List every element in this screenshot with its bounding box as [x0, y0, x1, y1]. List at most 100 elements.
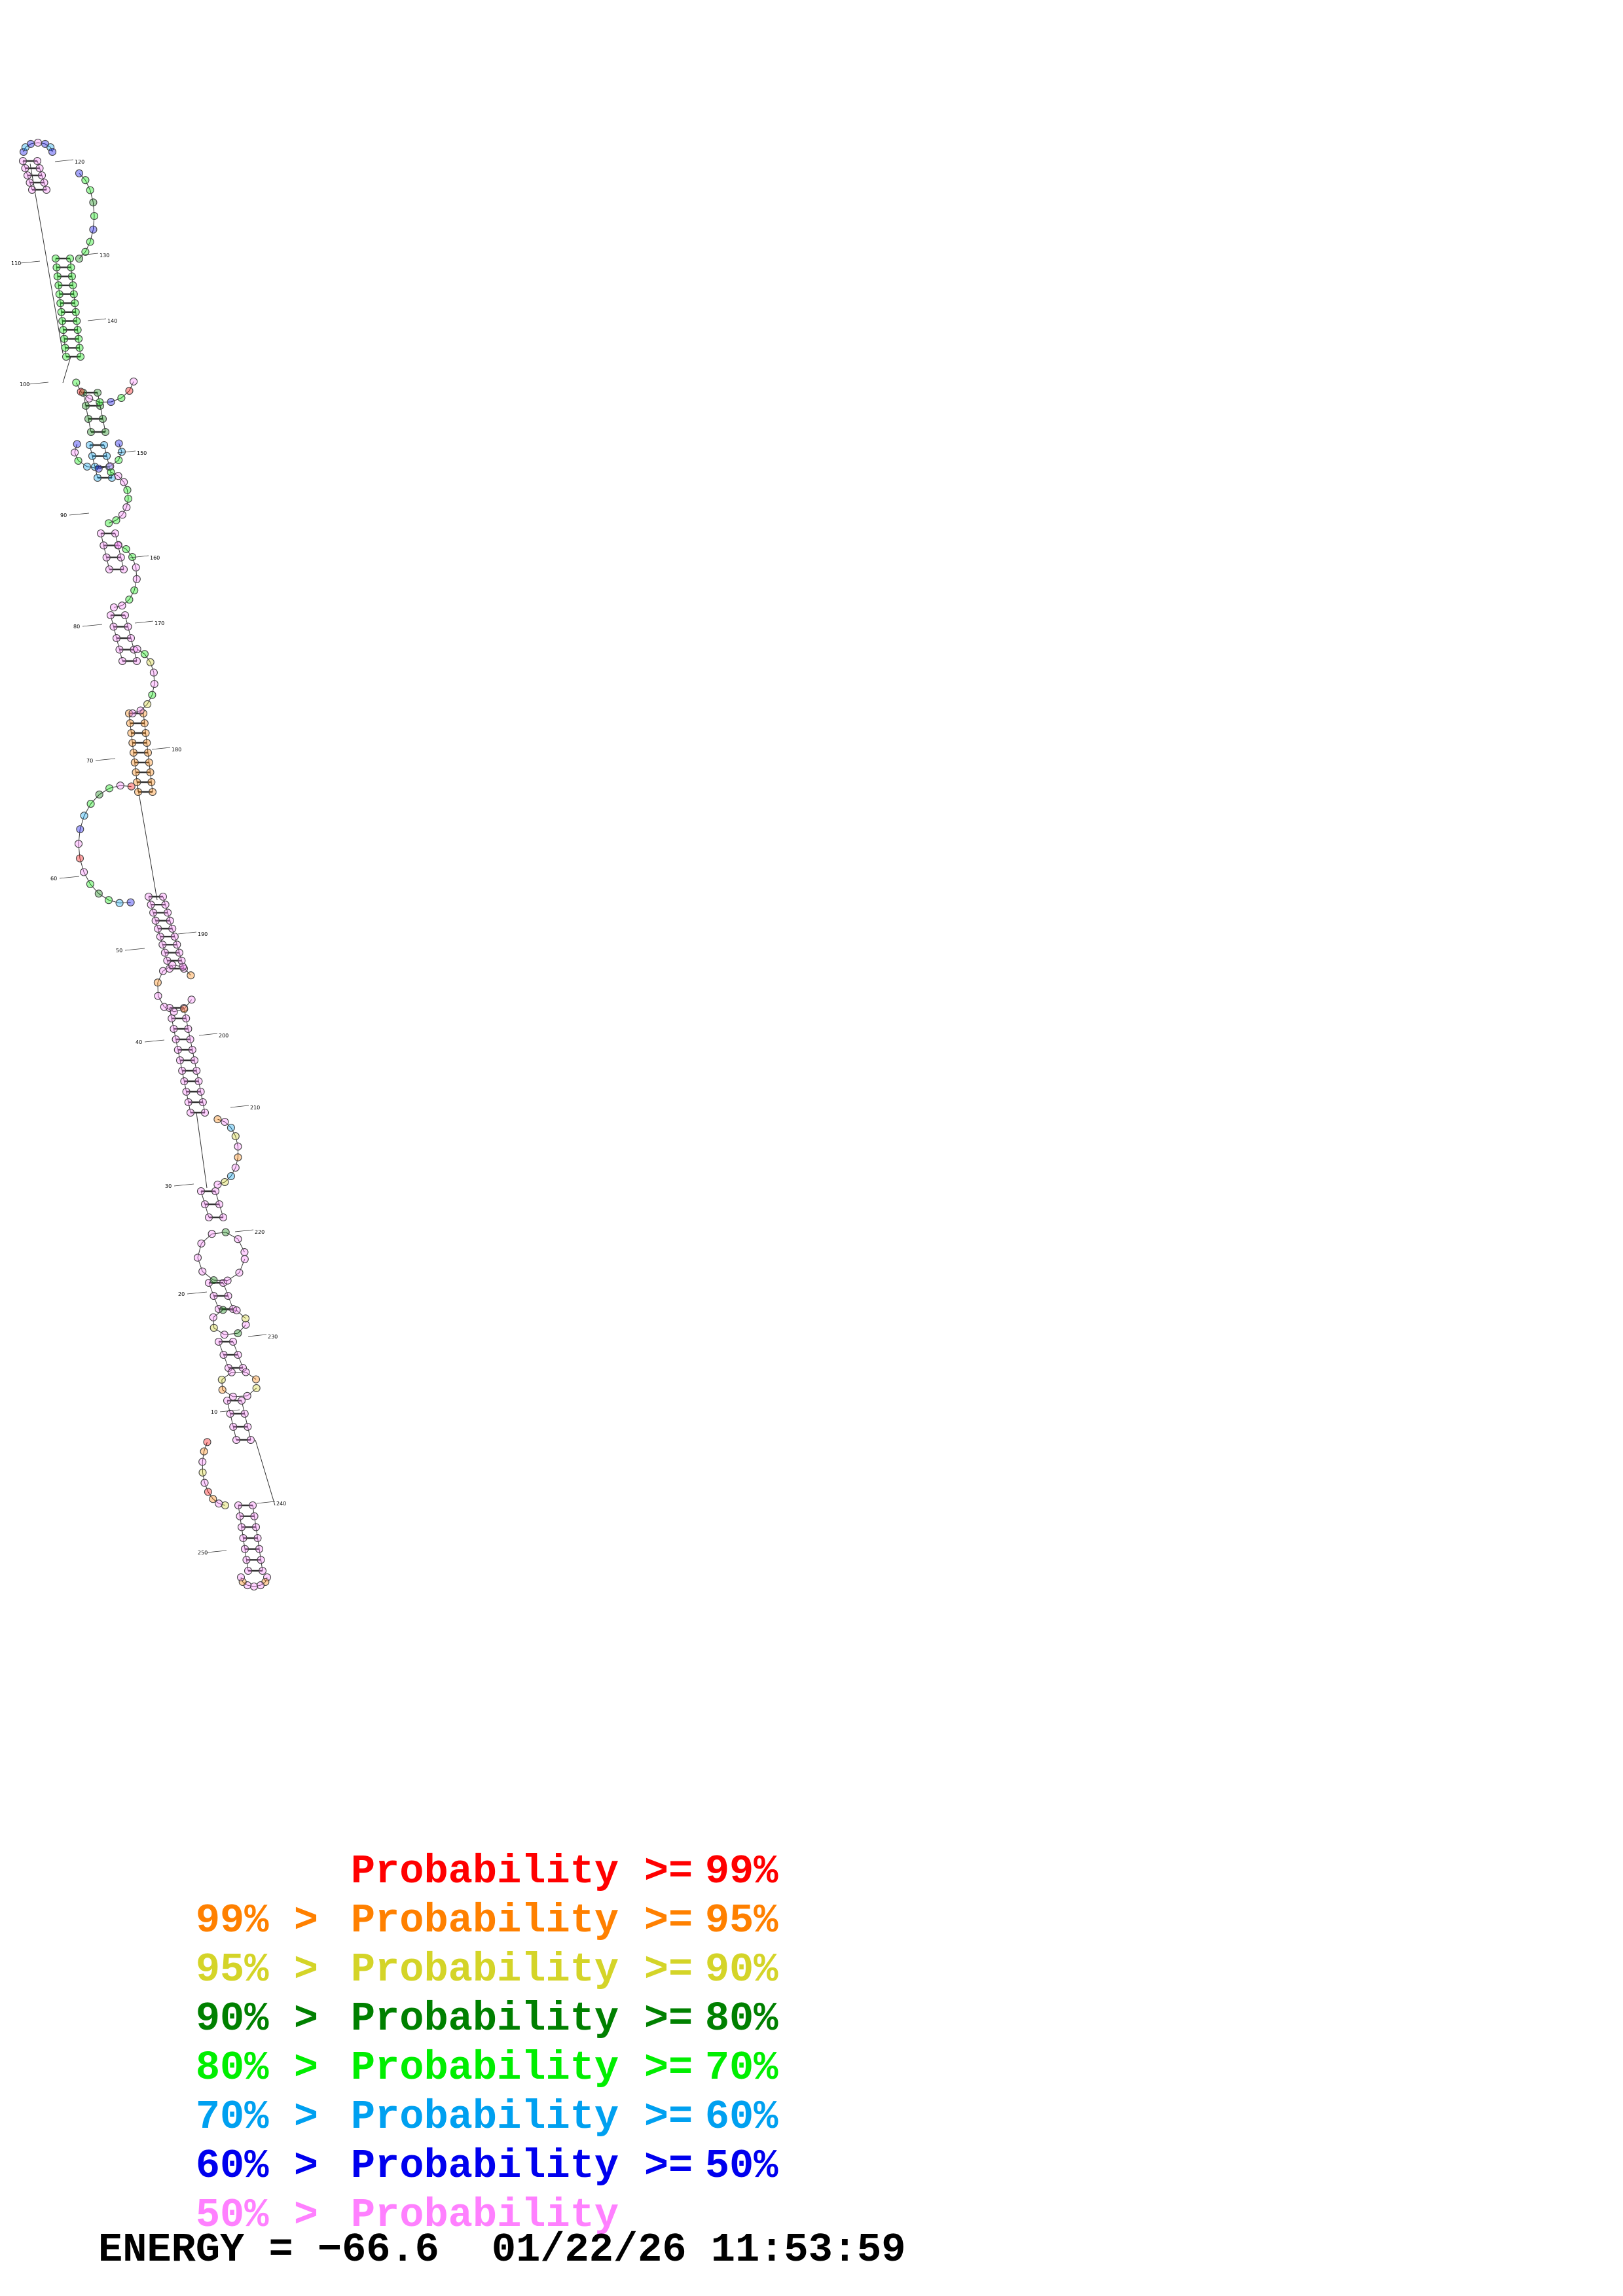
nucleotide [184, 1024, 192, 1033]
backbone-segment [45, 143, 51, 148]
label-tick [87, 318, 107, 321]
legend-right: 90% [704, 1946, 778, 1993]
position-label: 160 [150, 555, 160, 561]
nucleotide [73, 440, 81, 448]
nucleotide [235, 1268, 244, 1277]
backbone-segment [110, 459, 119, 467]
nucleotide [147, 778, 156, 787]
backbone-segment [129, 381, 134, 391]
nucleotide [27, 185, 37, 194]
nucleotide [227, 1368, 236, 1376]
backbone-segment [62, 356, 71, 384]
backbone-segment [122, 507, 127, 515]
backbone-segment [81, 391, 90, 399]
nucleotide [149, 908, 158, 917]
nucleotide [133, 645, 141, 653]
legend-left: 95% [195, 1946, 269, 1993]
backbone-segment [79, 816, 85, 830]
backbone-segment [128, 590, 135, 600]
nucleotide [75, 255, 84, 263]
nucleotide [65, 254, 75, 263]
nucleotide [98, 414, 107, 423]
label-tick [20, 260, 41, 264]
legend-probability: Probability [350, 2094, 619, 2140]
legend-probability: Probability [350, 1848, 619, 1895]
position-label: 80 [73, 624, 80, 630]
legend-gt: > [293, 2192, 319, 2238]
backbone-segment [247, 1388, 257, 1397]
nucleotide [229, 1422, 238, 1431]
backbone-segment [148, 896, 170, 969]
nucleotide [105, 784, 114, 793]
nucleotide [132, 768, 140, 777]
label-tick [134, 620, 154, 624]
nucleotide [86, 238, 94, 246]
nucleotide [141, 728, 150, 738]
nucleotide [114, 472, 122, 480]
nucleotide [160, 948, 169, 957]
legend-ge: >= [644, 2143, 693, 2189]
backbone-segment [202, 1472, 205, 1483]
nucleotide [76, 352, 85, 361]
nucleotide [117, 448, 126, 456]
nucleotide [96, 398, 104, 406]
nucleotide [258, 1566, 267, 1575]
nucleotide [123, 486, 132, 494]
backbone-segment [69, 258, 81, 357]
backbone-segment [238, 1324, 246, 1334]
nucleotide [180, 1077, 189, 1086]
nucleotide [80, 812, 88, 820]
nucleotide [73, 317, 81, 325]
nucleotide [67, 272, 76, 281]
backbone-segment [90, 229, 94, 242]
backbone-segment [239, 1259, 246, 1273]
nucleotide [55, 290, 64, 298]
legend-right: 99% [704, 1848, 778, 1895]
position-label: 110 [11, 260, 21, 266]
backbone-segment [246, 1372, 257, 1380]
legend-gt: > [293, 1897, 319, 1944]
backbone-segment [196, 1112, 208, 1189]
nucleotide [53, 272, 62, 281]
nucleotide [241, 1314, 250, 1323]
backbone-segment [78, 460, 88, 467]
nucleotide [129, 748, 138, 757]
nucleotide [116, 781, 124, 790]
label-tick [28, 382, 49, 385]
nucleotide [133, 778, 141, 787]
backbone-segment [241, 1400, 251, 1441]
nucleotide [124, 622, 132, 631]
nucleotide [210, 1323, 218, 1332]
nucleotide [149, 668, 158, 677]
nucleotide [238, 1363, 247, 1372]
backbone-segment [221, 1379, 223, 1390]
legend-right: 70% [704, 2045, 778, 2091]
nucleotide [168, 924, 177, 933]
nucleotide [18, 156, 27, 166]
nucleotide [251, 1375, 261, 1384]
backbone-segment [201, 1233, 212, 1244]
nucleotide [57, 308, 65, 316]
nucleotide [77, 387, 85, 396]
label-tick [219, 1409, 240, 1412]
nucleotide [136, 706, 145, 715]
nucleotide [115, 439, 123, 448]
label-tick [79, 253, 99, 256]
position-label: 130 [100, 253, 109, 259]
nucleotide [219, 1350, 228, 1359]
nucleotide [232, 1306, 241, 1315]
nucleotide [210, 1276, 218, 1285]
nucleotide [196, 1187, 206, 1196]
nucleotide [170, 1007, 178, 1016]
nucleotide [179, 962, 187, 971]
nucleotide [144, 892, 153, 901]
nucleotide [197, 1239, 206, 1247]
legend-gt: > [293, 1996, 319, 2042]
backbone-segment [78, 844, 81, 859]
nucleotide [48, 147, 57, 156]
nucleotide [94, 889, 103, 898]
nucleotide [200, 1200, 210, 1209]
nucleotide [69, 290, 78, 298]
backbone-segment [92, 202, 95, 217]
nucleotide [257, 1556, 265, 1564]
